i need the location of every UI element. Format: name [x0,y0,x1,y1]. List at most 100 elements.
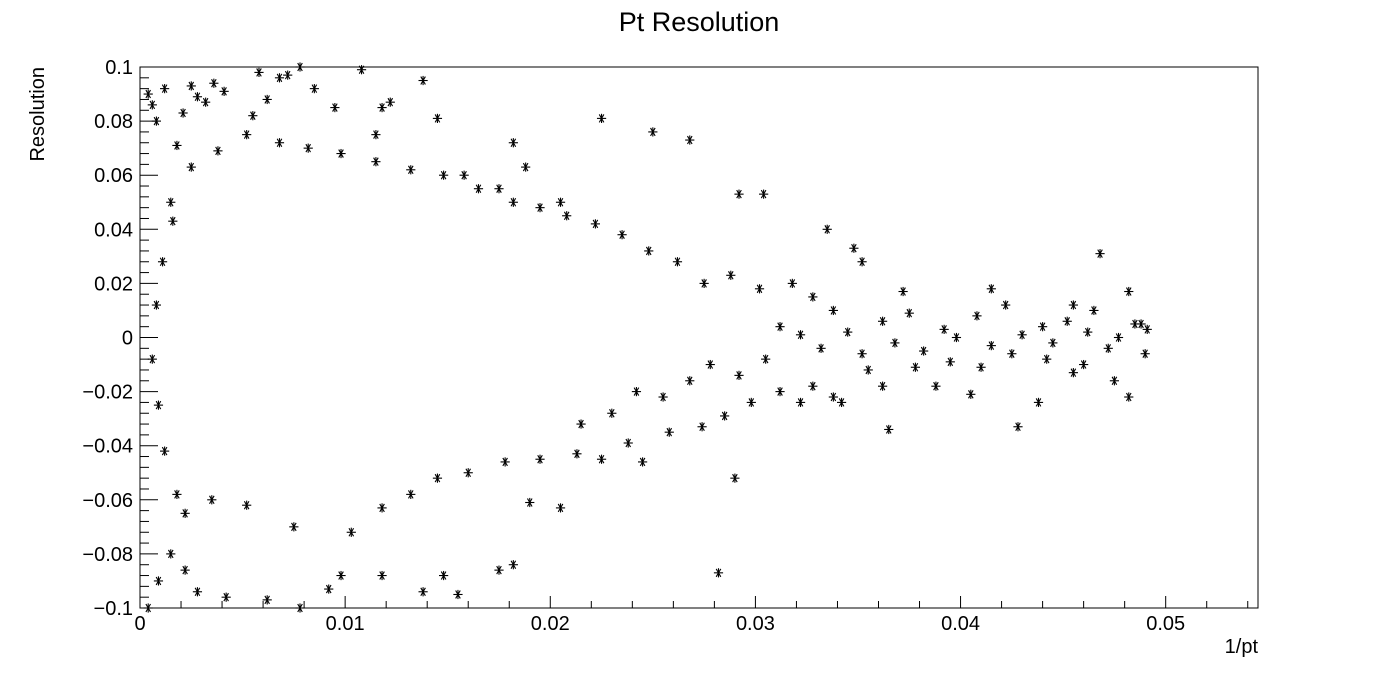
data-point [685,376,695,386]
data-point [147,354,157,364]
data-point [976,362,986,372]
data-point [857,349,867,359]
data-point [1109,376,1120,386]
data-point [346,527,356,537]
data-point [951,332,962,343]
data-point [849,243,859,253]
data-point [726,270,736,280]
x-tick-label: 0.04 [941,613,980,635]
data-point [180,565,190,575]
data-point [377,570,387,581]
data-point [166,197,176,207]
data-point [418,75,428,86]
data-point [1124,392,1134,402]
data-point [699,278,709,288]
data-point [262,595,272,605]
y-tick-label: 0.04 [94,219,133,241]
data-point [473,184,484,194]
data-point [521,162,531,172]
data-point [746,397,756,408]
data-point [775,387,785,397]
data-point [153,400,164,410]
data-point [207,495,217,505]
data-point [453,589,463,600]
data-point [1062,316,1072,326]
data-point [153,576,164,586]
data-point [898,286,908,297]
data-point [596,454,607,464]
data-point [330,102,340,113]
x-axis-ticks [139,596,1249,608]
y-axis-ticks [140,66,158,609]
x-tick-label: 0.02 [531,613,570,635]
data-point [432,113,443,124]
data-point [658,392,668,402]
data-point [274,73,285,83]
data-point [877,316,888,326]
data-point [795,397,806,408]
data-point [1142,324,1152,334]
data-point [406,489,416,499]
data-point [160,446,170,456]
data-point [157,257,168,267]
data-point [160,84,170,94]
data-point [1095,249,1105,259]
data-point [180,508,190,518]
data-point [623,438,633,448]
data-point [697,422,707,432]
data-point [295,603,305,613]
data-point [919,346,929,356]
data-point [1068,300,1078,310]
data-point [808,292,818,302]
data-point [759,189,769,199]
x-tick-label: 0.05 [1146,613,1185,635]
data-point [178,108,188,118]
data-point [439,170,449,180]
data-point [590,219,601,229]
data-point [1033,397,1044,408]
x-tick-label: 0.01 [326,613,365,635]
data-point [1068,368,1078,378]
data-point [439,570,449,581]
data-point [336,570,346,581]
data-point [221,592,231,602]
data-point [761,354,771,364]
data-point [572,449,582,459]
data-point [576,419,586,429]
data-point [463,468,473,478]
data-point [828,305,838,316]
x-axis-label: 1/pt [1225,636,1259,658]
x-tick-label: 0 [134,613,145,635]
y-tick-label: −0.04 [82,436,133,458]
data-point [877,381,888,391]
data-point [863,365,873,375]
data-point [1001,300,1011,310]
data-point [1042,354,1052,364]
data-point [986,341,996,351]
data-point [555,197,566,207]
y-axis-label: Resolution [27,67,49,162]
data-point [201,97,211,107]
data-point [336,148,346,159]
data-point [1007,349,1017,359]
data-point [371,157,381,167]
data-point [754,284,765,294]
y-tick-label: 0.02 [94,273,133,295]
data-point [795,330,806,340]
data-point [209,78,219,88]
data-point [664,427,674,437]
data-point [939,324,949,334]
data-point [406,165,416,175]
data-point [213,146,223,156]
y-tick-label: 0 [122,328,133,350]
data-point [648,127,658,137]
data-point [324,584,334,594]
y-tick-label: 0.06 [94,165,133,187]
y-tick-label: 0.1 [105,57,133,79]
data-point [631,387,642,397]
data-point [730,473,740,483]
data-points [143,62,1152,613]
data-point [166,549,176,559]
data-point [1038,322,1048,332]
